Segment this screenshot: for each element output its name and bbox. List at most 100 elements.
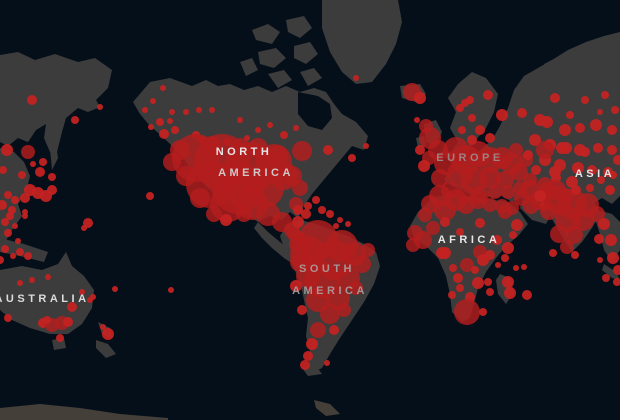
case-bubble[interactable]: [581, 96, 589, 104]
case-bubble[interactable]: [485, 133, 495, 143]
case-bubble[interactable]: [598, 218, 610, 230]
case-bubble[interactable]: [486, 288, 494, 296]
case-bubble[interactable]: [304, 202, 312, 210]
case-bubble[interactable]: [337, 217, 343, 223]
case-bubble[interactable]: [467, 135, 477, 145]
case-bubble[interactable]: [456, 104, 464, 112]
case-bubble[interactable]: [323, 145, 333, 155]
case-bubble[interactable]: [183, 109, 189, 115]
case-bubble[interactable]: [267, 122, 273, 128]
case-bubble[interactable]: [456, 228, 464, 236]
case-bubble[interactable]: [297, 305, 307, 315]
case-bubble[interactable]: [209, 107, 215, 113]
case-bubble[interactable]: [287, 227, 301, 241]
case-bubble[interactable]: [566, 111, 574, 119]
case-bubble[interactable]: [468, 114, 476, 122]
case-bubble[interactable]: [549, 166, 561, 178]
case-bubble[interactable]: [303, 351, 313, 361]
case-bubble[interactable]: [324, 360, 330, 366]
case-bubble[interactable]: [150, 98, 156, 104]
case-bubble[interactable]: [454, 299, 480, 325]
case-bubble[interactable]: [522, 290, 532, 300]
case-bubble[interactable]: [196, 107, 202, 113]
case-bubble[interactable]: [414, 117, 420, 123]
case-bubble[interactable]: [97, 104, 103, 110]
case-bubble[interactable]: [483, 198, 497, 212]
case-bubble[interactable]: [531, 165, 541, 175]
case-bubble[interactable]: [47, 185, 57, 195]
case-bubble[interactable]: [607, 125, 617, 135]
case-bubble[interactable]: [290, 252, 310, 272]
case-bubble[interactable]: [292, 216, 304, 228]
case-bubble[interactable]: [607, 145, 617, 155]
case-bubble[interactable]: [290, 280, 302, 292]
case-bubble[interactable]: [326, 210, 334, 218]
case-bubble[interactable]: [501, 185, 515, 199]
case-bubble[interactable]: [495, 262, 501, 268]
case-bubble[interactable]: [498, 205, 512, 219]
case-bubble[interactable]: [48, 173, 56, 181]
case-bubble[interactable]: [163, 153, 181, 171]
case-bubble[interactable]: [414, 92, 426, 104]
case-bubble[interactable]: [479, 308, 487, 316]
case-bubble[interactable]: [4, 229, 12, 237]
case-bubble[interactable]: [485, 250, 495, 260]
case-bubble[interactable]: [580, 147, 590, 157]
case-bubble[interactable]: [458, 126, 466, 134]
case-bubble[interactable]: [589, 206, 605, 222]
case-bubble[interactable]: [609, 171, 617, 179]
case-bubble[interactable]: [575, 123, 585, 133]
case-bubble[interactable]: [587, 165, 597, 175]
case-bubble[interactable]: [523, 150, 533, 160]
case-bubble[interactable]: [419, 119, 433, 133]
case-bubble[interactable]: [426, 221, 440, 235]
case-bubble[interactable]: [160, 85, 166, 91]
case-bubble[interactable]: [15, 238, 21, 244]
case-bubble[interactable]: [345, 221, 351, 227]
case-bubble[interactable]: [488, 185, 502, 199]
case-bubble[interactable]: [167, 118, 173, 124]
case-bubble[interactable]: [4, 314, 12, 322]
case-bubble[interactable]: [536, 141, 554, 159]
case-bubble[interactable]: [67, 302, 77, 312]
case-bubble[interactable]: [6, 212, 14, 220]
case-bubble[interactable]: [202, 136, 222, 156]
case-bubble[interactable]: [436, 247, 448, 259]
case-bubble[interactable]: [572, 162, 584, 174]
case-bubble[interactable]: [605, 234, 617, 246]
case-bubble[interactable]: [39, 158, 47, 166]
case-bubble[interactable]: [87, 297, 93, 303]
case-bubble[interactable]: [475, 125, 485, 135]
case-bubble[interactable]: [16, 248, 24, 256]
case-bubble[interactable]: [353, 75, 359, 81]
case-bubble[interactable]: [484, 278, 492, 286]
case-bubble[interactable]: [540, 202, 558, 220]
case-bubble[interactable]: [406, 238, 420, 252]
case-bubble[interactable]: [333, 223, 339, 229]
case-bubble[interactable]: [571, 185, 581, 195]
case-bubble[interactable]: [504, 287, 516, 299]
case-bubble[interactable]: [293, 205, 303, 215]
case-bubble[interactable]: [363, 143, 369, 149]
case-bubble[interactable]: [469, 191, 487, 209]
case-bubble[interactable]: [255, 127, 261, 133]
case-bubble[interactable]: [492, 235, 502, 245]
case-bubble[interactable]: [17, 280, 23, 286]
case-bubble[interactable]: [318, 206, 326, 214]
case-bubble[interactable]: [10, 253, 16, 259]
case-bubble[interactable]: [602, 274, 610, 282]
case-bubble[interactable]: [20, 193, 30, 203]
case-bubble[interactable]: [607, 252, 619, 264]
case-bubble[interactable]: [550, 225, 568, 243]
case-bubble[interactable]: [521, 264, 527, 270]
case-bubble[interactable]: [4, 191, 12, 199]
case-bubble[interactable]: [560, 240, 574, 254]
case-bubble[interactable]: [601, 91, 609, 99]
case-bubble[interactable]: [613, 278, 620, 286]
case-bubble[interactable]: [71, 116, 79, 124]
case-bubble[interactable]: [571, 251, 579, 259]
case-bubble[interactable]: [190, 188, 210, 208]
case-bubble[interactable]: [337, 303, 351, 317]
case-bubble[interactable]: [230, 138, 250, 158]
case-bubble[interactable]: [556, 142, 568, 154]
